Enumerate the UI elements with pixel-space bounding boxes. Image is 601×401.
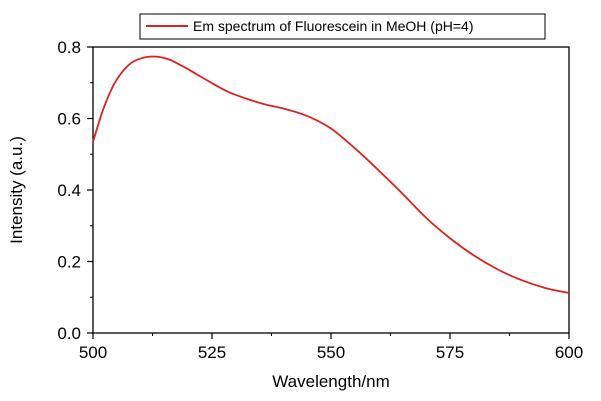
x-tick-label: 525 — [198, 343, 226, 362]
y-tick-label: 0.6 — [57, 110, 81, 129]
y-axis-ticks: 0.0 0.2 0.4 0.6 0.8 — [57, 38, 93, 343]
y-axis-label: Intensity (a.u.) — [7, 136, 26, 244]
x-tick-label: 500 — [79, 343, 107, 362]
series-group — [92, 55, 570, 294]
x-axis-label: Wavelength/nm — [272, 372, 389, 391]
plot-frame — [92, 46, 570, 334]
series-line — [92, 55, 570, 294]
y-tick-label: 0.8 — [57, 38, 81, 57]
legend: Em spectrum of Fluorescein in MeOH (pH=4… — [139, 13, 546, 40]
x-tick-label: 575 — [436, 343, 464, 362]
x-tick-label: 600 — [555, 343, 583, 362]
legend-box — [139, 13, 546, 40]
y-tick-label: 0.2 — [57, 253, 81, 272]
legend-label: Em spectrum of Fluorescein in MeOH (pH=4… — [193, 18, 473, 34]
x-axis-ticks: 500 525 550 575 600 — [79, 333, 583, 362]
x-tick-label: 550 — [317, 343, 345, 362]
y-tick-label: 0.0 — [57, 324, 81, 343]
y-tick-label: 0.4 — [57, 181, 81, 200]
